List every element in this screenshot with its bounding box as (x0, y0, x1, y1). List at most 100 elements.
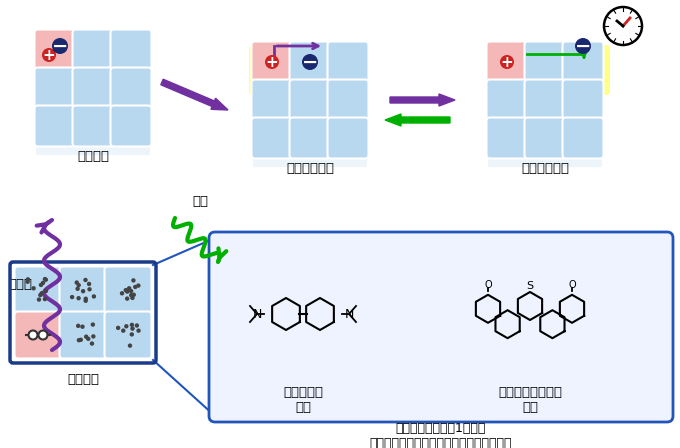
FancyBboxPatch shape (290, 79, 330, 121)
FancyBboxPatch shape (524, 79, 566, 121)
FancyBboxPatch shape (16, 308, 60, 323)
Circle shape (39, 283, 44, 287)
FancyBboxPatch shape (291, 153, 329, 167)
Circle shape (128, 344, 132, 348)
Circle shape (80, 324, 84, 329)
FancyBboxPatch shape (14, 267, 61, 314)
FancyBboxPatch shape (73, 30, 114, 70)
Text: +: + (43, 47, 55, 63)
FancyArrow shape (390, 94, 455, 106)
Text: −: − (575, 36, 591, 56)
Circle shape (500, 55, 514, 69)
FancyBboxPatch shape (105, 267, 152, 314)
FancyBboxPatch shape (106, 308, 150, 323)
Circle shape (129, 293, 133, 297)
Circle shape (136, 284, 141, 288)
Circle shape (26, 277, 30, 281)
Circle shape (39, 331, 48, 340)
FancyBboxPatch shape (560, 45, 610, 95)
Circle shape (39, 291, 44, 295)
Text: 光吸収: 光吸収 (8, 279, 32, 292)
Text: 電子ドナー材料（1％）と: 電子ドナー材料（1％）と (396, 422, 486, 435)
Circle shape (86, 336, 90, 341)
Text: O: O (484, 280, 492, 290)
Circle shape (116, 326, 120, 330)
Circle shape (43, 277, 47, 281)
Circle shape (87, 287, 92, 292)
Text: S: S (526, 281, 534, 291)
FancyBboxPatch shape (287, 45, 337, 95)
FancyBboxPatch shape (105, 311, 152, 358)
FancyBboxPatch shape (252, 79, 292, 121)
Circle shape (575, 38, 591, 54)
Circle shape (76, 323, 80, 328)
Text: N: N (344, 307, 354, 320)
Circle shape (77, 338, 81, 342)
FancyBboxPatch shape (562, 117, 604, 159)
FancyBboxPatch shape (110, 30, 152, 70)
FancyBboxPatch shape (60, 311, 107, 358)
FancyBboxPatch shape (112, 141, 150, 155)
FancyBboxPatch shape (36, 141, 74, 155)
FancyBboxPatch shape (328, 42, 369, 82)
Circle shape (131, 293, 136, 297)
Circle shape (131, 278, 135, 283)
FancyBboxPatch shape (249, 45, 299, 95)
Circle shape (92, 294, 96, 299)
Circle shape (29, 331, 37, 340)
Text: N: N (252, 307, 262, 320)
FancyBboxPatch shape (562, 79, 604, 121)
Text: 電荷移動状態: 電荷移動状態 (286, 162, 334, 175)
FancyArrow shape (161, 79, 228, 110)
FancyBboxPatch shape (74, 141, 112, 155)
Circle shape (38, 293, 43, 297)
Circle shape (41, 280, 46, 285)
FancyBboxPatch shape (488, 153, 526, 167)
FancyBboxPatch shape (486, 42, 528, 82)
Text: 電子アクセプター材料（ﾙﾙ％）の混合膜: 電子アクセプター材料（ﾙﾙ％）の混合膜 (370, 437, 512, 448)
Circle shape (604, 7, 642, 45)
Circle shape (129, 289, 133, 293)
FancyBboxPatch shape (35, 30, 75, 70)
FancyBboxPatch shape (60, 267, 107, 314)
Circle shape (52, 38, 68, 54)
Circle shape (90, 341, 94, 346)
Circle shape (84, 298, 88, 303)
FancyBboxPatch shape (35, 68, 75, 108)
Circle shape (121, 328, 126, 333)
Text: −: − (302, 52, 318, 72)
Circle shape (43, 297, 47, 302)
Text: +: + (500, 55, 513, 69)
FancyBboxPatch shape (110, 68, 152, 108)
Circle shape (25, 280, 30, 284)
Text: 基底状態: 基底状態 (67, 373, 99, 386)
Text: 電子アクセプター
材料: 電子アクセプター 材料 (498, 386, 562, 414)
Text: −: − (52, 36, 68, 56)
FancyBboxPatch shape (329, 153, 367, 167)
FancyBboxPatch shape (328, 117, 369, 159)
Circle shape (265, 55, 279, 69)
Circle shape (302, 54, 318, 70)
Circle shape (91, 334, 95, 339)
FancyBboxPatch shape (35, 105, 75, 146)
FancyBboxPatch shape (328, 79, 369, 121)
Circle shape (84, 335, 88, 339)
FancyBboxPatch shape (73, 105, 114, 146)
Text: 電荷分離状態: 電荷分離状態 (521, 162, 569, 175)
Circle shape (133, 285, 137, 289)
Circle shape (130, 332, 134, 336)
FancyBboxPatch shape (253, 153, 291, 167)
Circle shape (87, 282, 91, 286)
Text: 電子ドナー
材料: 電子ドナー 材料 (283, 386, 323, 414)
Circle shape (131, 327, 135, 331)
Circle shape (75, 280, 79, 285)
Text: 発光: 発光 (192, 195, 208, 208)
Text: +: + (266, 55, 278, 69)
FancyBboxPatch shape (562, 42, 604, 82)
Circle shape (125, 289, 129, 294)
Circle shape (83, 278, 88, 282)
Circle shape (136, 328, 141, 333)
Circle shape (70, 295, 74, 299)
Text: 励起状態: 励起状態 (77, 150, 109, 163)
FancyBboxPatch shape (524, 117, 566, 159)
